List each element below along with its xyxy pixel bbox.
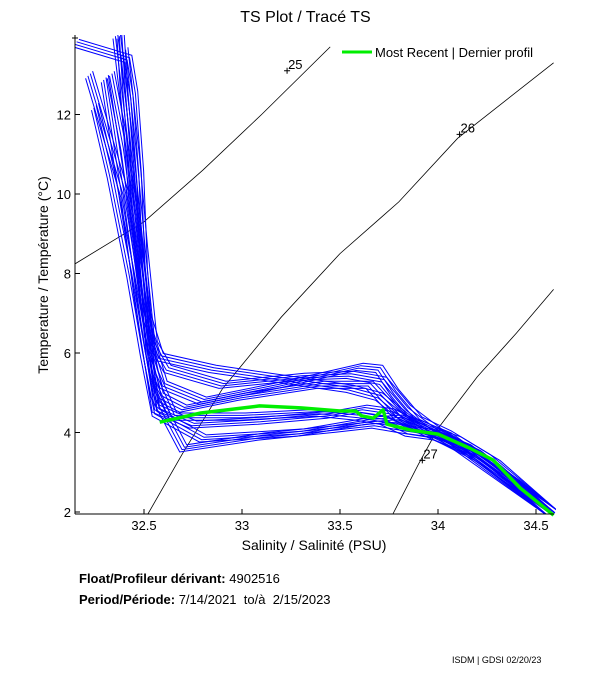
profile-line [117,35,556,514]
profile-line [120,54,546,514]
density-contour-26 [147,62,554,514]
profile-line [127,47,556,511]
profile-line [92,71,556,511]
period-info: Period/Période: 7/14/2021 to/à 2/15/2023 [79,592,331,607]
profile-line [112,38,547,514]
profile-line [122,52,552,514]
contour-marker [284,67,291,74]
profile-line [113,71,556,511]
x-tick-label: 34.5 [523,518,548,533]
profile-line [116,38,547,514]
profile-line [121,35,556,514]
y-tick-label: 8 [64,267,71,282]
period-label: Period/Période: [79,592,176,607]
profile-line [109,75,552,514]
x-tick-label: 32.5 [131,518,156,533]
period-start: 7/14/2021 [178,592,237,607]
y-tick-label: 12 [57,108,71,123]
y-tick-label: 2 [64,505,71,520]
most-recent-line [159,404,555,517]
x-tick-label: 33 [235,518,249,533]
legend-label: Most Recent | Dernier profil [375,45,533,60]
contour-label-27: 27 [423,446,437,461]
legend: Most Recent | Dernier profil [342,45,533,60]
profile-line [123,35,556,511]
profile-line [93,107,552,514]
most-recent-profile [159,404,555,517]
profile-line [103,79,552,514]
y-tick-label: 6 [64,346,71,361]
float-info: Float/Profileur dérivant: 4902516 [79,571,280,586]
x-tick-label: 34 [431,518,445,533]
chart-title: TS Plot / Tracé TS [240,9,371,26]
float-label: Float/Profileur dérivant: [79,571,226,586]
axes: 32.5 33 33.5 34 34.5 2 4 6 8 10 12 [57,35,554,533]
profile-line [105,77,556,514]
y-tick-label: 4 [64,426,71,441]
y-tick-label: 10 [57,187,71,202]
profile-line [125,49,556,514]
density-contours: 25 26 27 [75,46,554,514]
footer-credit: ISDM | GDSI 02/20/23 [452,655,542,665]
profile-line [118,36,552,514]
profile-line [98,102,556,511]
profile-line [106,78,547,514]
y-axis-label: Temperature / Température (°C) [35,176,51,374]
density-contour-25 [75,46,331,264]
x-axis-label: Salinity / Salinité (PSU) [242,537,387,553]
float-id: 4902516 [229,571,280,586]
all-profiles [75,35,556,514]
profile-line [89,73,556,514]
profile-line [114,36,552,514]
density-contour-27 [392,289,554,514]
period-separator: to/à [243,592,266,607]
contour-marker [419,457,426,464]
contour-label-25: 25 [288,57,302,72]
contour-marker [456,131,463,138]
x-tick-label: 33.5 [327,518,352,533]
profile-line [91,109,547,514]
profile-line [85,78,547,514]
profile-line [87,75,552,514]
profile-line [120,35,556,511]
profile-line [111,73,556,514]
contour-label-26: 26 [461,120,475,135]
period-end: 2/15/2023 [272,592,331,607]
